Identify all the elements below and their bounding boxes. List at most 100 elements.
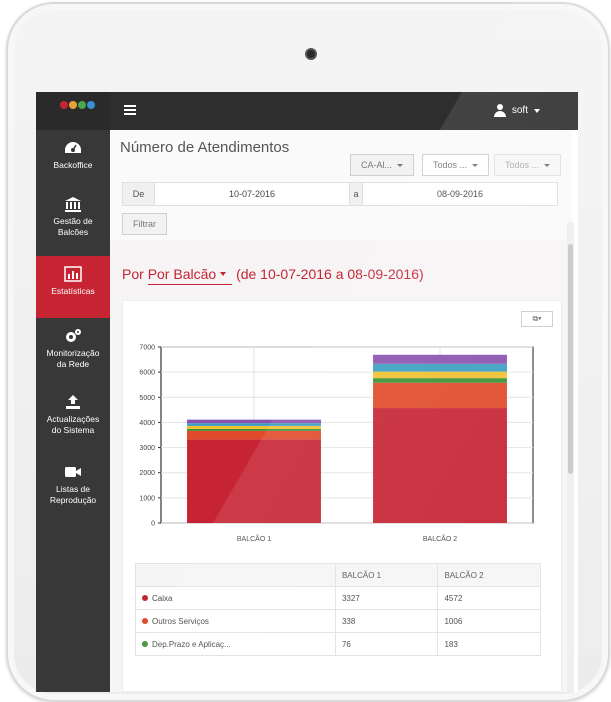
export-button[interactable]: ⧉▾ bbox=[521, 311, 553, 327]
table-cell: 3327 bbox=[334, 586, 439, 610]
balcao-select[interactable]: CA-Al... bbox=[350, 154, 415, 176]
sub-select[interactable]: Todos ... bbox=[494, 154, 562, 176]
service-select-value: Todos ... bbox=[433, 160, 468, 170]
bank-icon bbox=[65, 197, 81, 212]
bar-segment bbox=[373, 363, 507, 372]
row-label: Outros Serviços bbox=[135, 609, 336, 633]
caret-down-icon bbox=[220, 272, 227, 277]
y-tick-label: 1000 bbox=[139, 495, 155, 502]
y-tick-label: 2000 bbox=[139, 470, 155, 477]
filter-button[interactable]: Filtrar bbox=[122, 213, 167, 235]
table-header: BALCÃO 1 bbox=[334, 563, 439, 587]
sidebar-item-estatisticas[interactable]: Estatísticas bbox=[36, 256, 110, 318]
brand-logo bbox=[60, 101, 96, 111]
legend-dot-icon bbox=[142, 618, 148, 625]
top-bar: soft bbox=[36, 92, 578, 130]
table-header bbox=[135, 563, 336, 587]
table-row: Caixa 3327 4572 bbox=[135, 586, 541, 610]
bar-segment bbox=[373, 378, 507, 383]
bar-segment bbox=[187, 428, 321, 431]
sidebar-item-label: Monitorização da Rede bbox=[46, 348, 100, 369]
row-name: Outros Serviços bbox=[152, 616, 209, 626]
row-label: Dep.Prazo e Aplicaç... bbox=[135, 632, 336, 656]
legend-dot-icon bbox=[142, 595, 148, 602]
bar-segment bbox=[187, 425, 321, 429]
y-tick-label: 3000 bbox=[139, 445, 155, 452]
sidebar-item-gestao-balcoes[interactable]: Gestão de Balcões bbox=[36, 186, 110, 248]
bar-segment bbox=[373, 371, 507, 379]
bar-segment bbox=[373, 408, 507, 523]
date-from-label: De bbox=[123, 183, 155, 205]
sidebar-item-actualizacoes[interactable]: Actualizações do Sistema bbox=[36, 384, 110, 446]
y-tick-label: 6000 bbox=[139, 370, 155, 377]
date-to-label: a bbox=[349, 183, 363, 205]
dashboard-icon bbox=[65, 142, 81, 153]
section-date-range: (de 10-07-2016 a 08-09-2016) bbox=[236, 266, 424, 282]
row-name: Caixa bbox=[152, 593, 173, 603]
stacked-bar-chart: 0 1000 2000 3000 4000 5000 6000 7000 BALCÃO 1 BAL… bbox=[139, 345, 534, 543]
page-title: Número de Atendimentos bbox=[120, 139, 290, 156]
app-screen: soft Backoffice Gestão de Balcões Estatí… bbox=[36, 92, 578, 692]
chart-panel: ⧉▾ 0 1000 2000 3000 4000 5000 6000 7000 BALCÃO 1… bbox=[122, 300, 562, 692]
bar-segment bbox=[187, 439, 321, 523]
table-cell: 1006 bbox=[437, 609, 541, 633]
caret-down-icon bbox=[472, 164, 479, 168]
bar-chart-icon bbox=[64, 266, 82, 282]
table-row: Outros Serviços 338 1006 bbox=[135, 609, 541, 633]
user-name: soft bbox=[511, 105, 528, 116]
sidebar: Backoffice Gestão de Balcões Estatística… bbox=[36, 130, 110, 692]
section-static: Por bbox=[122, 266, 148, 282]
balcao-select-value: CA-Al... bbox=[361, 160, 393, 170]
user-icon bbox=[493, 104, 506, 117]
group-by-value: Por Balcão bbox=[147, 266, 217, 282]
service-select[interactable]: Todos ... bbox=[422, 154, 490, 176]
camera-icon bbox=[305, 48, 317, 60]
table-cell: 338 bbox=[334, 609, 439, 633]
video-camera-icon bbox=[65, 467, 81, 477]
table-cell: 76 bbox=[334, 632, 439, 656]
caret-down-icon bbox=[397, 164, 404, 168]
bar-segment bbox=[373, 382, 507, 409]
menu-toggle-icon[interactable] bbox=[124, 105, 136, 117]
table-row: Dep.Prazo e Aplicaç... 76 183 bbox=[135, 632, 541, 656]
main-content: Número de Atendimentos CA-Al... Todos ..… bbox=[110, 130, 572, 692]
export-icon: ⧉▾ bbox=[532, 314, 542, 323]
data-table: BALCÃO 1 BALCÃO 2 Caixa 3327 4572 Outros… bbox=[135, 563, 541, 656]
user-menu[interactable]: soft bbox=[493, 104, 540, 117]
table-cell: 183 bbox=[437, 632, 541, 656]
table-cell: 4572 bbox=[437, 586, 541, 610]
legend-dot-icon bbox=[142, 641, 148, 648]
bar-segment bbox=[373, 354, 507, 364]
y-tick-label: 7000 bbox=[139, 345, 155, 352]
y-tick-label: 0 bbox=[151, 521, 155, 528]
x-tick-label: BALCÃO 1 bbox=[237, 534, 271, 543]
sidebar-item-label: Actualizações do Sistema bbox=[46, 414, 100, 435]
sidebar-item-listas[interactable]: Listas de Reprodução bbox=[36, 454, 110, 516]
y-tick-label: 4000 bbox=[139, 420, 155, 427]
bar-segment bbox=[187, 430, 321, 440]
logo-area bbox=[36, 92, 110, 130]
sidebar-item-backoffice[interactable]: Backoffice bbox=[36, 130, 110, 192]
sidebar-item-label: Estatísticas bbox=[51, 286, 95, 296]
date-range: De 10-07-2016 a 08-09-2016 bbox=[122, 182, 558, 206]
sidebar-item-label: Backoffice bbox=[53, 160, 93, 170]
caret-down-icon bbox=[534, 108, 540, 113]
row-name: Dep.Prazo e Aplicaç... bbox=[152, 639, 231, 649]
y-tick-label: 5000 bbox=[139, 395, 155, 402]
gears-icon bbox=[66, 329, 81, 342]
bar-segment bbox=[187, 423, 321, 426]
section-title: Por Por Balcão (de 10-07-2016 a 08-09-20… bbox=[122, 266, 424, 285]
sidebar-item-monitorizacao[interactable]: Monitorização da Rede bbox=[36, 318, 110, 380]
date-from-input[interactable]: 10-07-2016 bbox=[228, 189, 276, 199]
bar-segment bbox=[187, 419, 321, 424]
row-label: Caixa bbox=[135, 586, 336, 610]
upload-icon bbox=[66, 395, 80, 409]
sidebar-item-label: Gestão de Balcões bbox=[53, 216, 93, 237]
group-by-dropdown[interactable]: Por Balcão bbox=[147, 266, 233, 285]
x-tick-label: BALCÃO 2 bbox=[423, 534, 457, 543]
sidebar-item-label: Listas de Reprodução bbox=[49, 484, 97, 505]
sub-select-value: Todos ... bbox=[505, 160, 540, 170]
caret-down-icon bbox=[544, 164, 551, 168]
date-to-input[interactable]: 08-09-2016 bbox=[436, 189, 484, 199]
scrollbar-thumb[interactable] bbox=[568, 244, 573, 474]
